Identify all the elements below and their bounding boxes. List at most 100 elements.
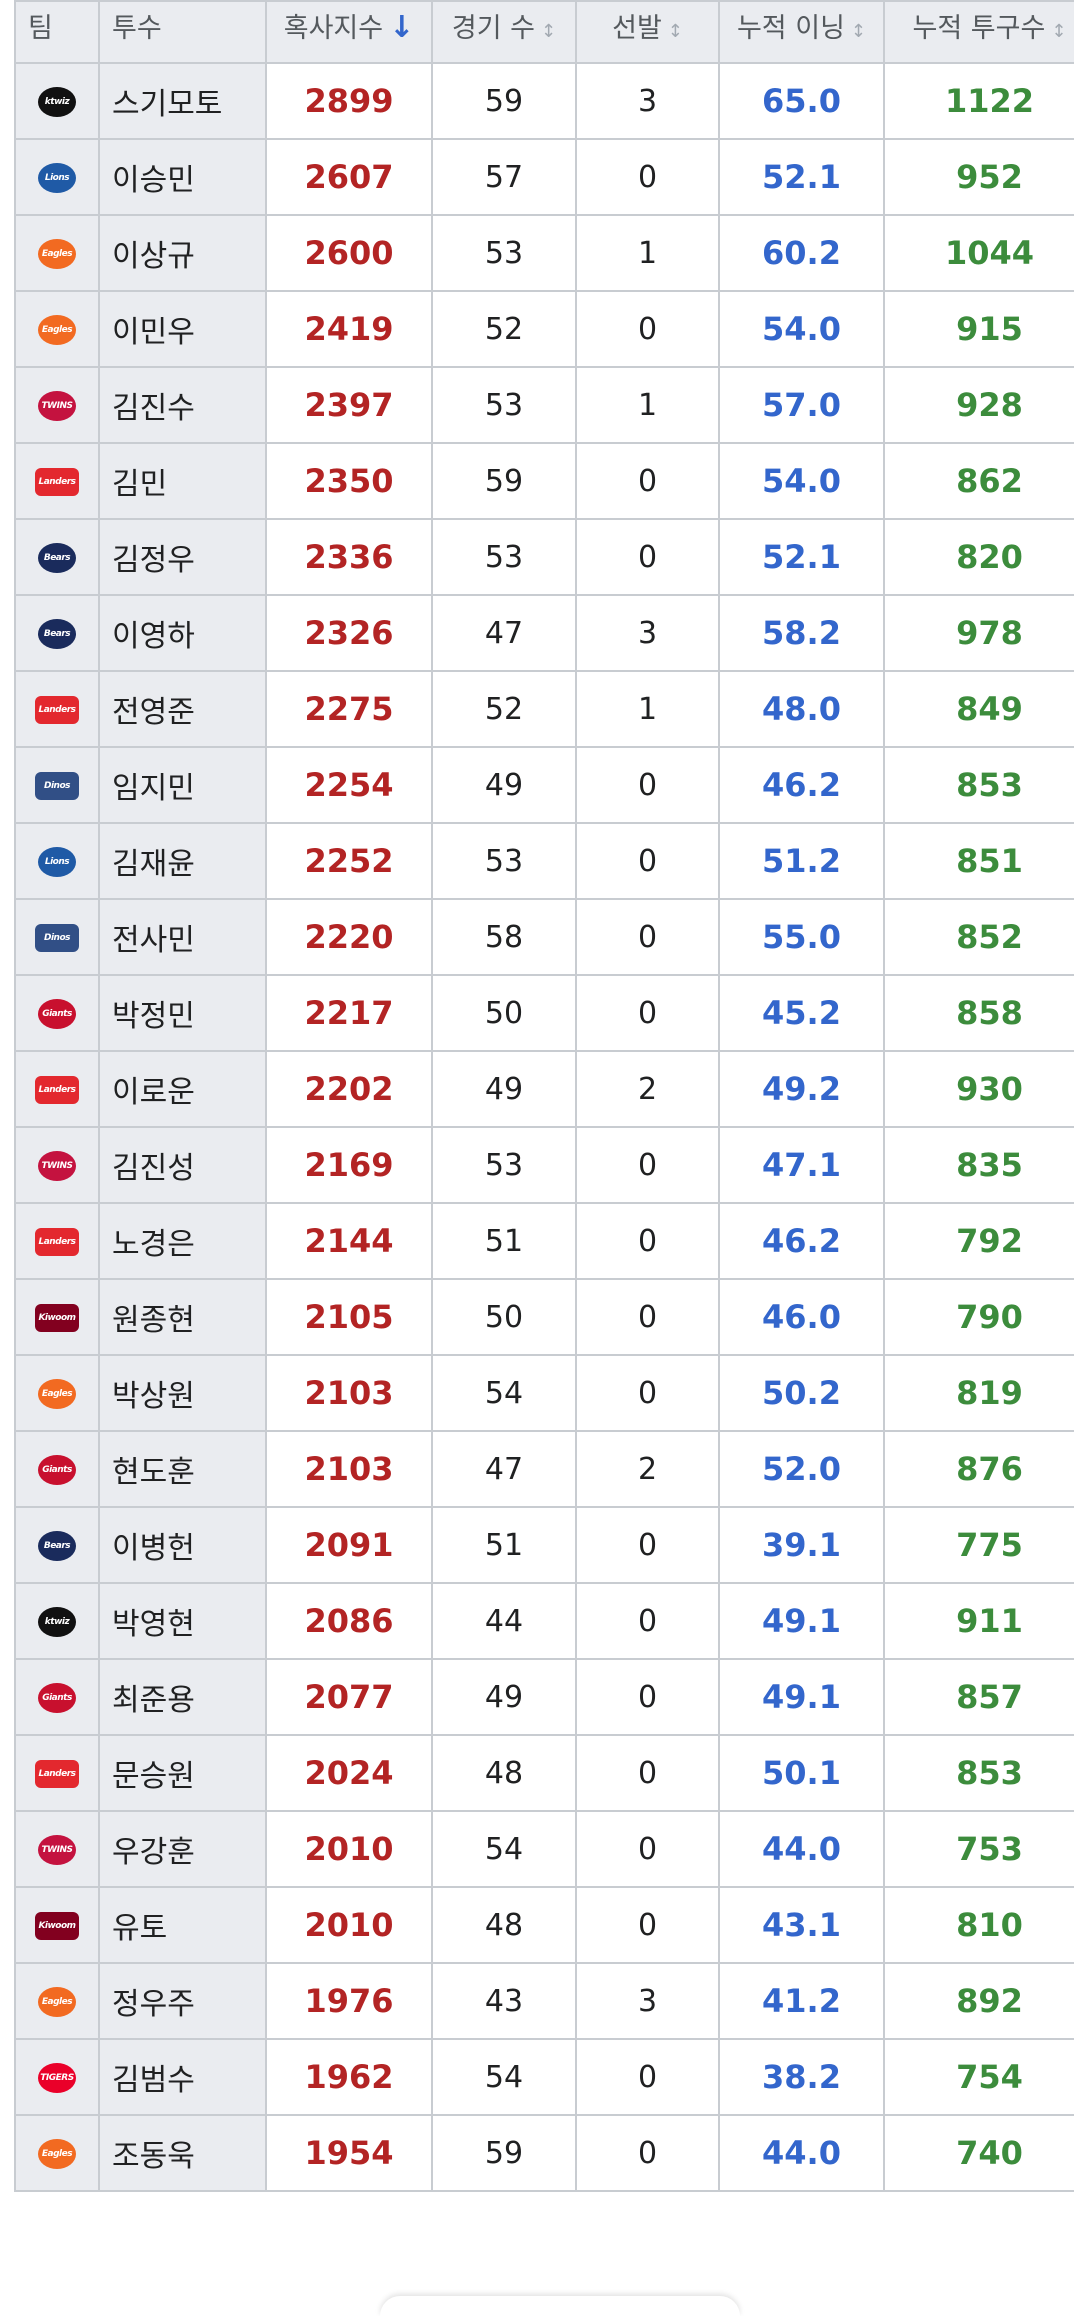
pitcher-name-cell[interactable]: 이상규 — [98, 214, 267, 292]
team-logo-icon[interactable]: Bears — [38, 619, 76, 649]
pitcher-name-cell[interactable]: 김민 — [98, 442, 267, 520]
pitcher-name-cell[interactable]: 우강훈 — [98, 1810, 267, 1888]
sort-icon[interactable]: ↕ — [850, 21, 867, 42]
team-logo-icon[interactable]: Kiwoom — [35, 1912, 79, 1940]
pitcher-name-cell[interactable]: 김정우 — [98, 518, 267, 596]
pitcher-name-cell[interactable]: 김진성 — [98, 1126, 267, 1204]
pitches-cell: 911 — [883, 1582, 1074, 1660]
games-cell: 51 — [431, 1506, 577, 1584]
fire-index-cell: 1962 — [265, 2038, 433, 2116]
starts-cell: 0 — [575, 1734, 720, 1812]
pitcher-name-cell[interactable]: 박정민 — [98, 974, 267, 1052]
sort-descending-icon[interactable]: ↓ — [389, 10, 415, 45]
pitcher-name-cell[interactable]: 스기모토 — [98, 62, 267, 140]
pitcher-name-cell[interactable]: 전영준 — [98, 670, 267, 748]
pitcher-name-cell[interactable]: 노경은 — [98, 1202, 267, 1280]
innings-cell: 49.2 — [718, 1050, 885, 1128]
header-fire-index[interactable]: 혹사지수 ↓ — [265, 0, 433, 64]
team-logo-icon[interactable]: Eagles — [38, 239, 76, 269]
team-logo-icon[interactable]: Lions — [38, 847, 76, 877]
pitcher-name-cell[interactable]: 박영현 — [98, 1582, 267, 1660]
team-logo-icon[interactable]: TWINS — [38, 1151, 76, 1181]
pitcher-name-cell[interactable]: 현도훈 — [98, 1430, 267, 1508]
starts-cell: 1 — [575, 670, 720, 748]
pitcher-name-cell[interactable]: 최준용 — [98, 1658, 267, 1736]
pitcher-name-cell[interactable]: 임지민 — [98, 746, 267, 824]
table-row: Landers 이로운 2202 49 2 49.2 930 — [14, 1050, 1074, 1128]
team-logo-icon[interactable]: ktwiz — [38, 1607, 76, 1637]
pitcher-name-cell[interactable]: 조동욱 — [98, 2114, 267, 2192]
team-logo-icon[interactable]: TWINS — [38, 1835, 76, 1865]
fire-index-cell: 2010 — [265, 1886, 433, 1964]
fire-index-cell: 2010 — [265, 1810, 433, 1888]
team-logo-icon[interactable]: Eagles — [38, 1987, 76, 2017]
pitcher-name-cell[interactable]: 이영하 — [98, 594, 267, 672]
fire-index-cell: 2600 — [265, 214, 433, 292]
team-logo-icon[interactable]: Lions — [38, 163, 76, 193]
pitcher-name-cell[interactable]: 이병헌 — [98, 1506, 267, 1584]
fire-index-cell: 2350 — [265, 442, 433, 520]
team-logo-icon[interactable]: Eagles — [38, 2139, 76, 2169]
pitches-cell: 1122 — [883, 62, 1074, 140]
fire-index-cell: 2419 — [265, 290, 433, 368]
team-logo-icon[interactable]: ktwiz — [38, 87, 76, 117]
team-logo-icon[interactable]: Giants — [38, 1683, 76, 1713]
pitcher-name-cell[interactable]: 유토 — [98, 1886, 267, 1964]
header-innings[interactable]: 누적 이닝 ↕ — [718, 0, 885, 64]
team-logo-icon[interactable]: Landers — [35, 468, 79, 496]
team-logo-icon[interactable]: Landers — [35, 1076, 79, 1104]
games-cell: 52 — [431, 290, 577, 368]
header-starts[interactable]: 선발 ↕ — [575, 0, 720, 64]
pitcher-name-cell[interactable]: 이로운 — [98, 1050, 267, 1128]
table-row: Eagles 박상원 2103 54 0 50.2 819 — [14, 1354, 1074, 1432]
header-games-label: 경기 수 — [451, 13, 535, 44]
pitcher-name-cell[interactable]: 전사민 — [98, 898, 267, 976]
games-cell: 54 — [431, 2038, 577, 2116]
header-games[interactable]: 경기 수 ↕ — [431, 0, 577, 64]
team-logo-icon[interactable]: Landers — [35, 1228, 79, 1256]
games-cell: 49 — [431, 1050, 577, 1128]
team-logo-icon[interactable]: Kiwoom — [35, 1304, 79, 1332]
sort-icon[interactable]: ↕ — [1051, 21, 1067, 42]
sort-icon[interactable]: ↕ — [541, 21, 557, 42]
team-logo-icon[interactable]: Landers — [35, 696, 79, 724]
team-logo-icon[interactable]: Dinos — [35, 772, 79, 800]
pitches-cell: 892 — [883, 1962, 1074, 2040]
innings-cell: 48.0 — [718, 670, 885, 748]
table-row: Dinos 전사민 2220 58 0 55.0 852 — [14, 898, 1074, 976]
header-pitches[interactable]: 누적 투구수 ↕ — [883, 0, 1074, 64]
team-cell: ktwiz — [14, 62, 100, 140]
table-row: Dinos 임지민 2254 49 0 46.2 853 — [14, 746, 1074, 824]
starts-cell: 0 — [575, 1202, 720, 1280]
team-logo-icon[interactable]: Giants — [38, 1455, 76, 1485]
team-logo-icon[interactable]: Eagles — [38, 315, 76, 345]
team-logo-icon[interactable]: TIGERS — [38, 2063, 76, 2093]
pitches-cell: 852 — [883, 898, 1074, 976]
team-logo-icon[interactable]: Eagles — [38, 1379, 76, 1409]
pitches-cell: 915 — [883, 290, 1074, 368]
pitcher-name-cell[interactable]: 정우주 — [98, 1962, 267, 2040]
sort-icon[interactable]: ↕ — [667, 21, 683, 42]
team-logo-icon[interactable]: Bears — [38, 1531, 76, 1561]
pitcher-name-cell[interactable]: 이승민 — [98, 138, 267, 216]
pitcher-name-cell[interactable]: 김재윤 — [98, 822, 267, 900]
table-row: Eagles 조동욱 1954 59 0 44.0 740 — [14, 2114, 1074, 2192]
team-logo-icon[interactable]: Landers — [35, 1760, 79, 1788]
pitches-cell: 849 — [883, 670, 1074, 748]
header-pitches-label: 누적 투구수 — [912, 13, 1046, 44]
innings-cell: 46.2 — [718, 1202, 885, 1280]
team-logo-icon[interactable]: Giants — [38, 999, 76, 1029]
pitcher-name-cell[interactable]: 김범수 — [98, 2038, 267, 2116]
games-cell: 53 — [431, 366, 577, 444]
team-logo-icon[interactable]: TWINS — [38, 391, 76, 421]
team-logo-icon[interactable]: Dinos — [35, 924, 79, 952]
starts-cell: 0 — [575, 1886, 720, 1964]
pitcher-name-cell[interactable]: 원종현 — [98, 1278, 267, 1356]
team-logo-icon[interactable]: Bears — [38, 543, 76, 573]
pitcher-name-cell[interactable]: 문승원 — [98, 1734, 267, 1812]
pitcher-name-cell[interactable]: 김진수 — [98, 366, 267, 444]
games-cell: 53 — [431, 214, 577, 292]
pitcher-name-cell[interactable]: 이민우 — [98, 290, 267, 368]
games-cell: 59 — [431, 62, 577, 140]
pitcher-name-cell[interactable]: 박상원 — [98, 1354, 267, 1432]
